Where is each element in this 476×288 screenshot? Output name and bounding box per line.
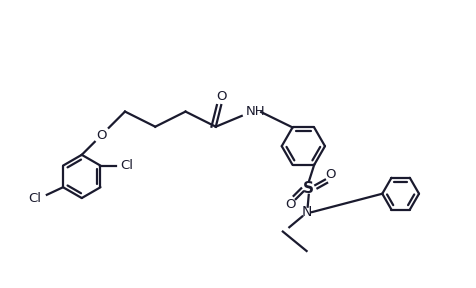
Text: O: O [216,90,226,103]
Text: O: O [96,129,106,142]
Text: Cl: Cl [119,159,133,172]
Text: Cl: Cl [29,192,41,204]
Text: N: N [301,205,311,219]
Text: S: S [303,181,314,196]
Text: NH: NH [246,105,265,118]
Text: O: O [325,168,335,181]
Text: O: O [285,198,295,211]
